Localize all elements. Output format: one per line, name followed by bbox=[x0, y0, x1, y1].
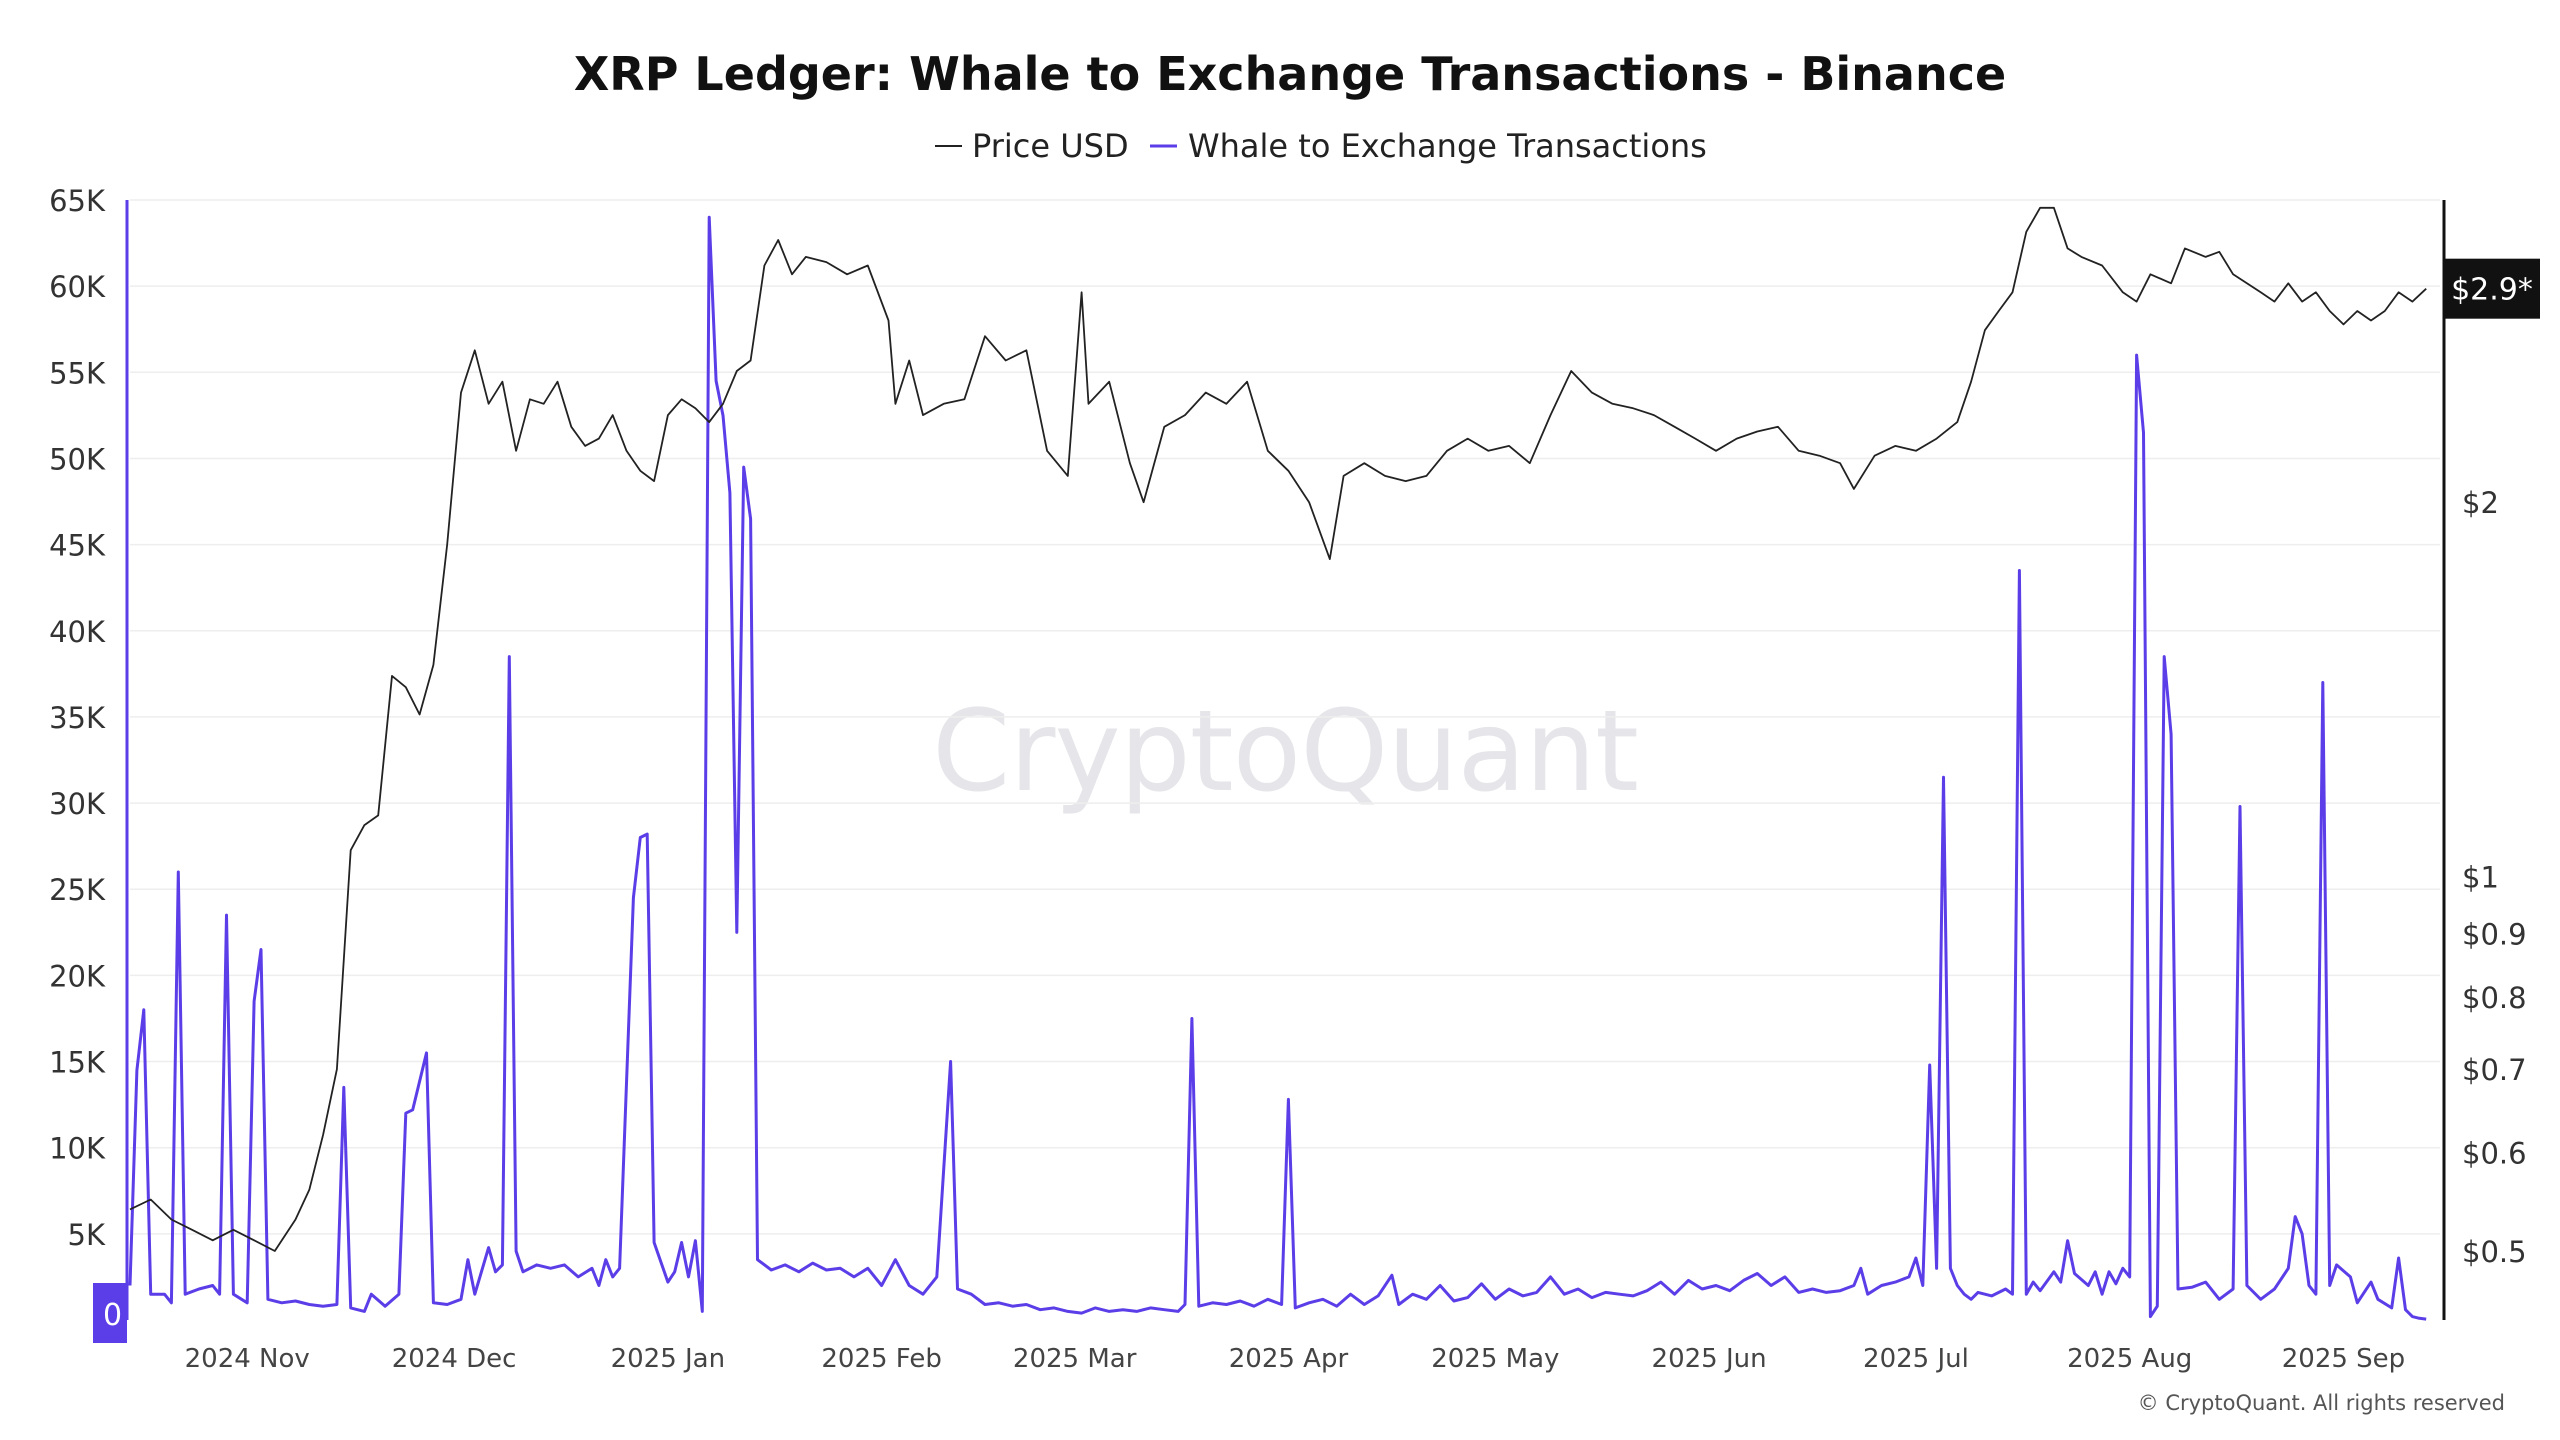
y-right-tick-label: $0.8 bbox=[2462, 981, 2527, 1015]
zero-badge-label: 0 bbox=[103, 1298, 122, 1333]
x-tick-label: 2025 Mar bbox=[1013, 1344, 1137, 1374]
y-left-ticks: 5K 10K 15K 20K 25K 30K 35K 40K 45K 50K 55K 60K 65K bbox=[49, 184, 106, 1252]
x-tick-label: 2024 Nov bbox=[185, 1344, 310, 1374]
copyright: © CryptoQuant. All rights reserved bbox=[2138, 1391, 2505, 1415]
current-price-label: $2.9* bbox=[2451, 273, 2533, 308]
watermark: CryptoQuant bbox=[932, 687, 1638, 817]
legend: Price USD Whale to Exchange Transactions bbox=[935, 127, 1707, 165]
x-tick-label: 2025 Jan bbox=[611, 1344, 726, 1374]
y-left-tick-label: 20K bbox=[49, 959, 106, 993]
y-right-ticks: $0.5 $0.6 $0.7 $0.8 $0.9 $1 $2 bbox=[2462, 486, 2527, 1269]
zero-badge-bg bbox=[93, 1283, 127, 1343]
current-price-bg bbox=[2444, 258, 2540, 319]
y-right-tick-label: $0.9 bbox=[2462, 918, 2527, 952]
y-right-tick-label: $0.7 bbox=[2462, 1053, 2527, 1087]
y-left-tick-label: 60K bbox=[49, 270, 106, 304]
y-left-tick-label: 50K bbox=[49, 442, 106, 476]
x-tick-label: 2025 May bbox=[1431, 1344, 1559, 1374]
y-left-tick-label: 55K bbox=[49, 356, 106, 390]
y-left-tick-label: 65K bbox=[49, 184, 106, 218]
x-tick-label: 2025 Jul bbox=[1863, 1344, 1969, 1374]
series-whale-line bbox=[128, 215, 2427, 1321]
y-right-tick-label: $0.5 bbox=[2462, 1235, 2527, 1269]
current-price-badge: $2.9* bbox=[2444, 258, 2540, 319]
x-tick-label: 2025 Jun bbox=[1652, 1344, 1767, 1374]
legend-price-label: Price USD bbox=[972, 127, 1129, 165]
y-left-tick-label: 40K bbox=[49, 615, 106, 649]
y-right-tick-label: $1 bbox=[2462, 861, 2499, 895]
y-left-tick-label: 35K bbox=[49, 701, 106, 735]
gridlines bbox=[130, 199, 2440, 1235]
y-left-tick-label: 5K bbox=[68, 1218, 106, 1252]
x-tick-label: 2025 Aug bbox=[2067, 1344, 2192, 1374]
x-tick-label: 2025 Apr bbox=[1229, 1344, 1349, 1374]
x-tick-label: 2025 Feb bbox=[821, 1344, 941, 1374]
legend-whale-label: Whale to Exchange Transactions bbox=[1188, 127, 1707, 165]
x-tick-label: 2024 Dec bbox=[392, 1344, 517, 1374]
y-right-tick-label: $0.6 bbox=[2462, 1136, 2527, 1170]
x-tick-label: 2025 Sep bbox=[2282, 1344, 2405, 1374]
y-left-zero-badge: 0 bbox=[93, 1283, 127, 1343]
y-left-tick-label: 45K bbox=[49, 529, 106, 563]
y-left-tick-label: 10K bbox=[49, 1132, 106, 1166]
y-left-tick-label: 25K bbox=[49, 873, 106, 907]
chart-title: XRP Ledger: Whale to Exchange Transactio… bbox=[574, 47, 2006, 101]
y-left-tick-label: 15K bbox=[49, 1046, 106, 1080]
y-right-tick-label: $2 bbox=[2462, 486, 2499, 520]
x-ticks: 2024 Nov 2024 Dec 2025 Jan 2025 Feb 2025 Mar… bbox=[185, 1344, 2406, 1374]
series-price-line bbox=[129, 206, 2427, 1252]
y-left-tick-label: 30K bbox=[49, 787, 106, 821]
